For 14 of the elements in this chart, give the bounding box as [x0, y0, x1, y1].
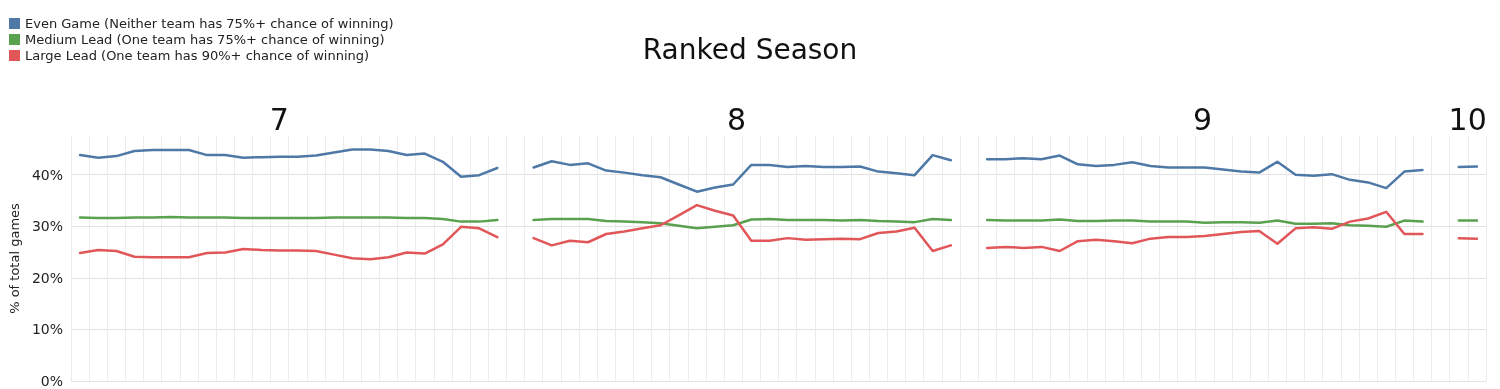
- legend-label: Large Lead (One team has 90%+ chance of winning): [25, 48, 370, 63]
- legend-label: Even Game (Neither team has 75%+ chance of winning): [25, 16, 394, 31]
- chart-title: Ranked Season: [642, 32, 858, 66]
- y-axis-title: % of total games: [7, 202, 22, 314]
- y-tick-label: 10%: [31, 321, 64, 338]
- y-tick-label: 30%: [31, 218, 64, 235]
- legend-label: Medium Lead (One team has 75%+ chance of winning): [25, 32, 385, 47]
- annotation: 9: [1193, 101, 1213, 137]
- y-tick-label: 20%: [31, 269, 64, 286]
- annotation: 8: [726, 101, 746, 137]
- annotation: 7: [269, 101, 289, 137]
- y-tick-label: 40%: [31, 166, 64, 183]
- annotation: 10: [1448, 101, 1487, 137]
- y-tick-label: 0%: [40, 373, 64, 389]
